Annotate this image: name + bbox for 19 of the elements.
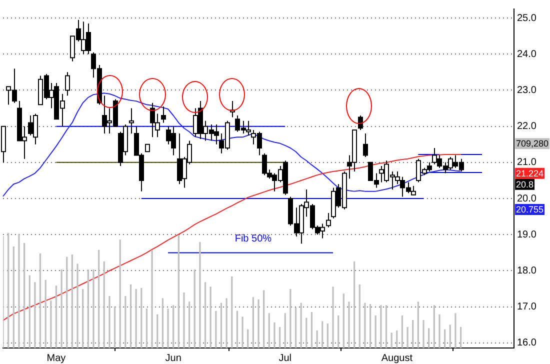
x-tick-label: August (381, 352, 413, 364)
x-tick-label: Jul (278, 352, 292, 364)
y-tick-label: 25.0 (517, 12, 537, 24)
text: 709,280 (516, 138, 549, 149)
y-tick-label: 17.0 (517, 302, 537, 313)
x-tick-label: Jun (165, 352, 182, 364)
y-tick-label: 24.0 (517, 48, 537, 60)
y-tick-label: 21.0 (517, 157, 537, 168)
x-tick-label: May (46, 352, 66, 364)
y-tick-label: 18.0 (517, 265, 537, 276)
text: 21.224 (516, 168, 544, 178)
text: 20.8 (516, 179, 534, 190)
y-tick-label: 19.0 (517, 229, 537, 240)
y-tick-label: 16.0 (517, 338, 537, 349)
series-label: Fib 50% (234, 233, 272, 244)
text: 20.755 (516, 204, 544, 215)
y-tick-label: 23.0 (517, 84, 537, 96)
y-tick-label: 22.0 (517, 121, 537, 132)
y-tick-label: 20.0 (517, 193, 537, 204)
